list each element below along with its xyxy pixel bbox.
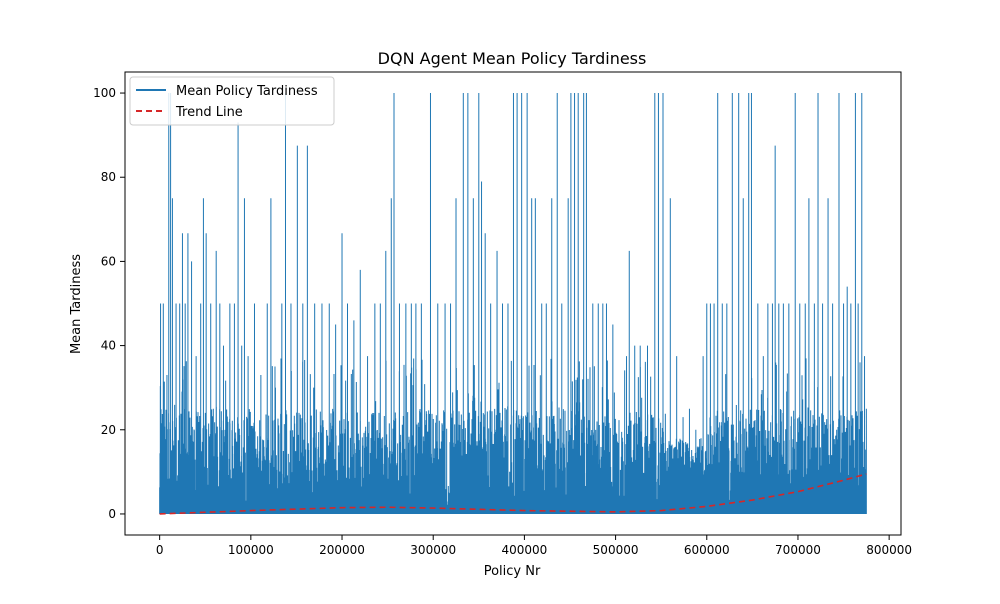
- y-tick-label: 20: [101, 423, 116, 437]
- series-layer: [159, 93, 867, 514]
- legend-box: [129, 76, 335, 126]
- legend-label-mean-policy-tardiness: Mean Policy Tardiness: [176, 84, 318, 99]
- y-tick-label: 100: [93, 86, 116, 100]
- x-tick-label: 700000: [775, 543, 821, 557]
- axes-frame: [124, 71, 902, 536]
- legend-label-trend-line: Trend Line: [175, 105, 243, 120]
- x-tick-label: 200000: [319, 543, 365, 557]
- x-tick-label: 300000: [410, 543, 456, 557]
- y-tick-label: 80: [101, 170, 116, 184]
- legend: Mean Policy Tardiness Trend Line: [129, 76, 335, 126]
- y-tick-label: 0: [108, 507, 116, 521]
- y-tick-label: 60: [101, 254, 116, 268]
- x-tick-label: 0: [156, 543, 164, 557]
- y-axis: 0 20 40 60 80 100: [93, 86, 125, 521]
- x-axis-label: Policy Nr: [484, 564, 541, 579]
- x-tick-label: 800000: [866, 543, 912, 557]
- x-tick-label: 600000: [684, 543, 730, 557]
- y-axis-label: Mean Tardiness: [69, 254, 84, 354]
- series-line-mean-policy-tardiness: [159, 93, 867, 514]
- plot-area: [124, 71, 902, 536]
- series-line-trend-line: [159, 473, 867, 515]
- x-tick-label: 100000: [228, 543, 274, 557]
- chart-title: DQN Agent Mean Policy Tardiness: [378, 49, 647, 68]
- x-tick-label: 500000: [593, 543, 639, 557]
- x-axis: 0 100000 200000 300000 400000 500000 600000 700…: [156, 535, 912, 557]
- x-tick-label: 400000: [501, 543, 547, 557]
- y-tick-label: 40: [101, 339, 116, 353]
- trend-layer: [159, 473, 867, 515]
